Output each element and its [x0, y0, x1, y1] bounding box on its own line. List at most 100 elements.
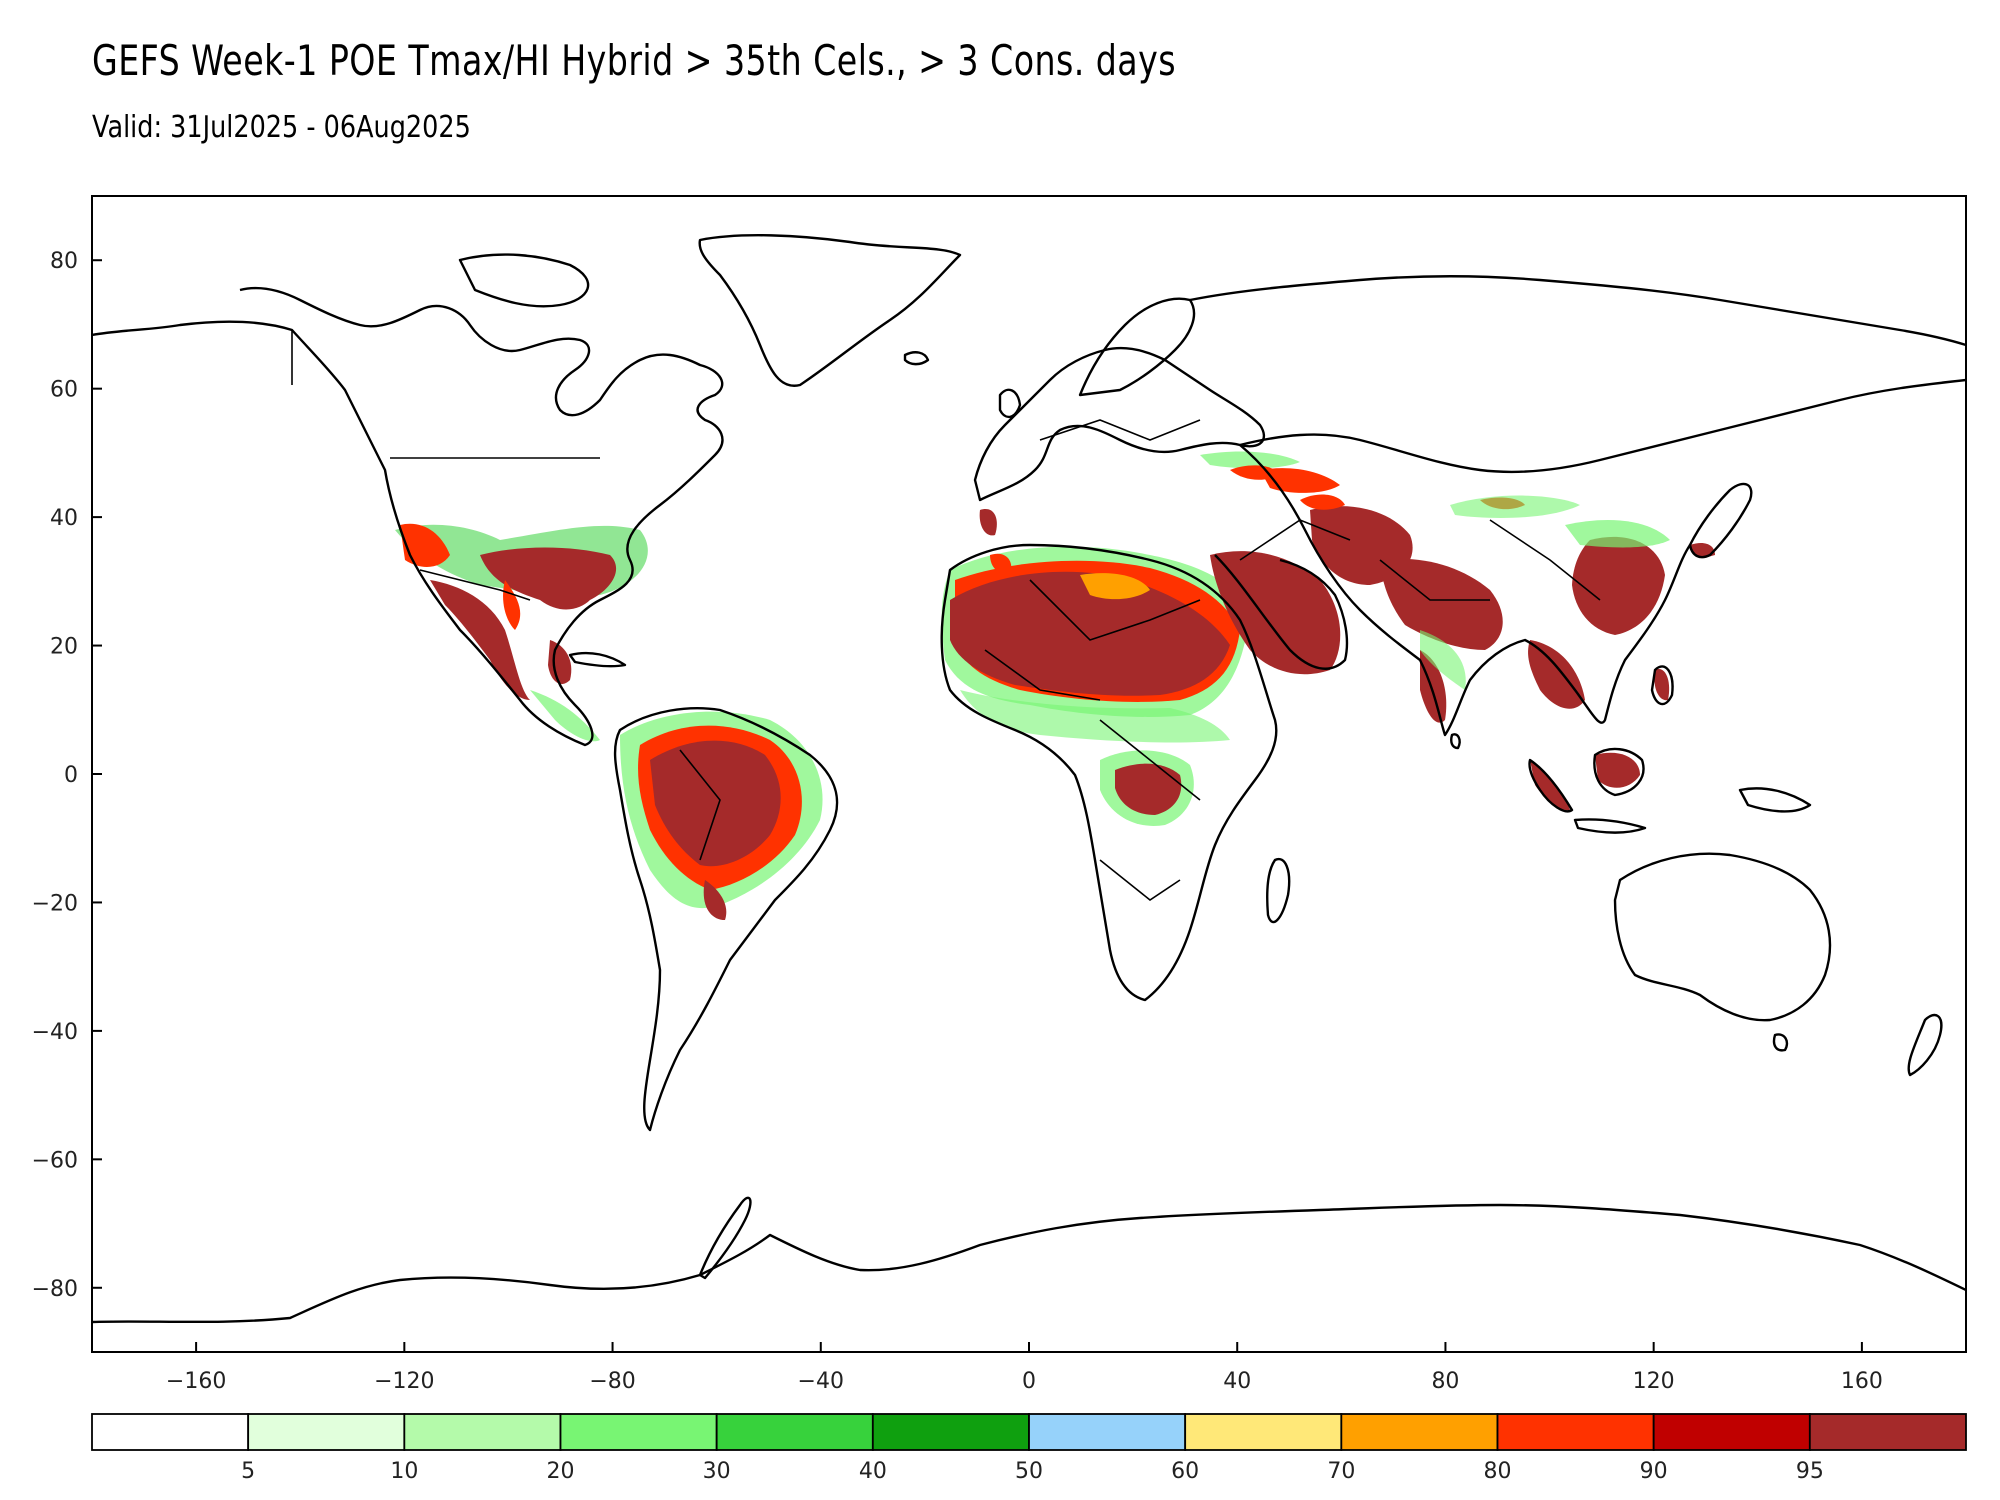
- heat-field-congo: [1115, 763, 1182, 815]
- coastline-borneo: [1593, 747, 1645, 797]
- colorbar-label: 10: [390, 1459, 418, 1484]
- colorbar-swatch: [1340, 1413, 1499, 1451]
- heat-field-libya: [1080, 573, 1150, 600]
- colorbar-swatch: [715, 1413, 874, 1451]
- colorbar-swatch: [1028, 1413, 1187, 1451]
- coastline-japan: [1688, 482, 1753, 559]
- colorbar-label: 40: [859, 1459, 887, 1484]
- colorbar-label: 20: [547, 1459, 575, 1484]
- colorbar-label: 70: [1327, 1459, 1355, 1484]
- border-southern-africa: [1099, 859, 1181, 901]
- lat-tick-label: −20: [32, 891, 78, 916]
- border-africa-west: [984, 649, 1101, 701]
- heat-field-iberia: [979, 509, 997, 536]
- lat-tick-label: −60: [32, 1148, 78, 1173]
- colorbar-label: 95: [1796, 1459, 1824, 1484]
- heat-field-morocco: [990, 553, 1012, 575]
- lat-tick-label: 80: [50, 249, 78, 274]
- coastline-uk: [998, 388, 1022, 419]
- coastline-arctic-islands: [458, 253, 590, 308]
- coastline-scandinavia: [1078, 297, 1196, 397]
- heat-field-central-america: [530, 690, 600, 742]
- coastline-cuba: [568, 651, 627, 668]
- country-borders: [291, 330, 1601, 901]
- heat-field-paraguay: [703, 880, 727, 920]
- coastline-greenland: [698, 234, 962, 387]
- colorbar-legend: 5 10 20 30 40 50 60 70 80 90 95: [91, 1413, 1967, 1484]
- lat-tick-label: 60: [50, 378, 78, 403]
- lat-tick-label: 20: [50, 635, 78, 660]
- lat-tick-label: 40: [50, 506, 78, 531]
- heat-field-sumatra: [1530, 760, 1570, 811]
- coastline-java: [1573, 818, 1647, 834]
- coastline-siberia: [1189, 275, 1966, 347]
- coastlines: [92, 234, 1966, 1324]
- coastline-antarctica: [92, 1203, 1966, 1324]
- heat-field-us-south: [480, 547, 617, 610]
- coastline-australia: [1613, 852, 1832, 1022]
- heat-field-sahara: [950, 571, 1230, 696]
- border-middle-east: [1239, 519, 1351, 561]
- heat-field-japan: [1690, 543, 1715, 558]
- colorbar-swatch: [1808, 1413, 1967, 1451]
- latitude-axis: 80 60 40 20 0 −20 −40 −60 −80: [32, 249, 102, 1302]
- border-africa-central: [1099, 719, 1201, 801]
- colorbar-swatch: [1184, 1413, 1343, 1451]
- lon-tick-label: −160: [166, 1369, 226, 1394]
- heat-field-china-east: [1565, 520, 1670, 548]
- coastline-arabia: [1214, 554, 1349, 670]
- colorbar-label: 30: [703, 1459, 731, 1484]
- map-background: [92, 196, 1966, 1352]
- heat-field-central-asia: [1200, 451, 1300, 469]
- border-india: [1379, 559, 1490, 601]
- colorbar-label: 5: [241, 1459, 255, 1484]
- coastline-north-america: [92, 286, 724, 747]
- lon-tick-label: 0: [1022, 1369, 1036, 1394]
- coastline-sri-lanka: [1450, 733, 1461, 750]
- lat-tick-label: 0: [64, 763, 78, 788]
- coastline-new-zealand: [1907, 1013, 1943, 1077]
- coastline-sumatra: [1528, 758, 1574, 813]
- lon-tick-label: −80: [589, 1369, 635, 1394]
- lat-tick-label: −40: [32, 1020, 78, 1045]
- colorbar-swatch: [1652, 1413, 1811, 1451]
- heat-field-mexico: [430, 580, 530, 700]
- coastline-new-guinea: [1738, 787, 1812, 813]
- heat-field-borneo: [1595, 752, 1640, 788]
- lon-tick-label: 80: [1431, 1369, 1459, 1394]
- longitude-axis: −160 −120 −80 −40 0 40 80 120 160: [166, 1342, 1883, 1394]
- colorbar-label: 90: [1640, 1459, 1668, 1484]
- coastline-philippines: [1650, 665, 1674, 706]
- heat-field-india: [1420, 630, 1466, 690]
- lon-tick-label: 120: [1633, 1369, 1675, 1394]
- heat-field-black-sea: [1230, 465, 1280, 480]
- heat-probability-fields: [395, 451, 1715, 920]
- coastline-africa: [940, 543, 1278, 1002]
- coastline-asia-south: [1239, 444, 1691, 737]
- coastline-madagascar: [1266, 857, 1291, 924]
- colorbar-swatch: [247, 1413, 406, 1451]
- border-us-mexico: [419, 569, 531, 601]
- heat-field-south-asia: [1380, 558, 1503, 650]
- heat-field-amazon: [650, 740, 781, 867]
- heat-field-iran: [1300, 494, 1345, 510]
- lon-tick-label: −120: [374, 1369, 434, 1394]
- heat-field-sahel: [960, 690, 1230, 743]
- lat-tick-label: −80: [32, 1277, 78, 1302]
- border-china: [1489, 519, 1601, 601]
- colorbar-label: 50: [1015, 1459, 1043, 1484]
- coastline-antarctic-peninsula: [698, 1196, 752, 1280]
- lon-tick-label: 160: [1841, 1369, 1883, 1394]
- colorbar-label: 60: [1171, 1459, 1199, 1484]
- colorbar-swatch: [871, 1413, 1030, 1451]
- heat-field-us-sw: [400, 523, 450, 567]
- coastline-iceland: [903, 351, 930, 366]
- lon-tick-label: −40: [798, 1369, 844, 1394]
- heat-field-se-asia: [1528, 640, 1585, 709]
- coastline-asia: [1239, 378, 1966, 474]
- heat-field-india-south: [1420, 650, 1447, 723]
- border-sahara: [1029, 579, 1201, 641]
- colorbar-swatch: [403, 1413, 562, 1451]
- chart-subtitle: Valid: 31Jul2025 - 06Aug2025: [92, 110, 471, 145]
